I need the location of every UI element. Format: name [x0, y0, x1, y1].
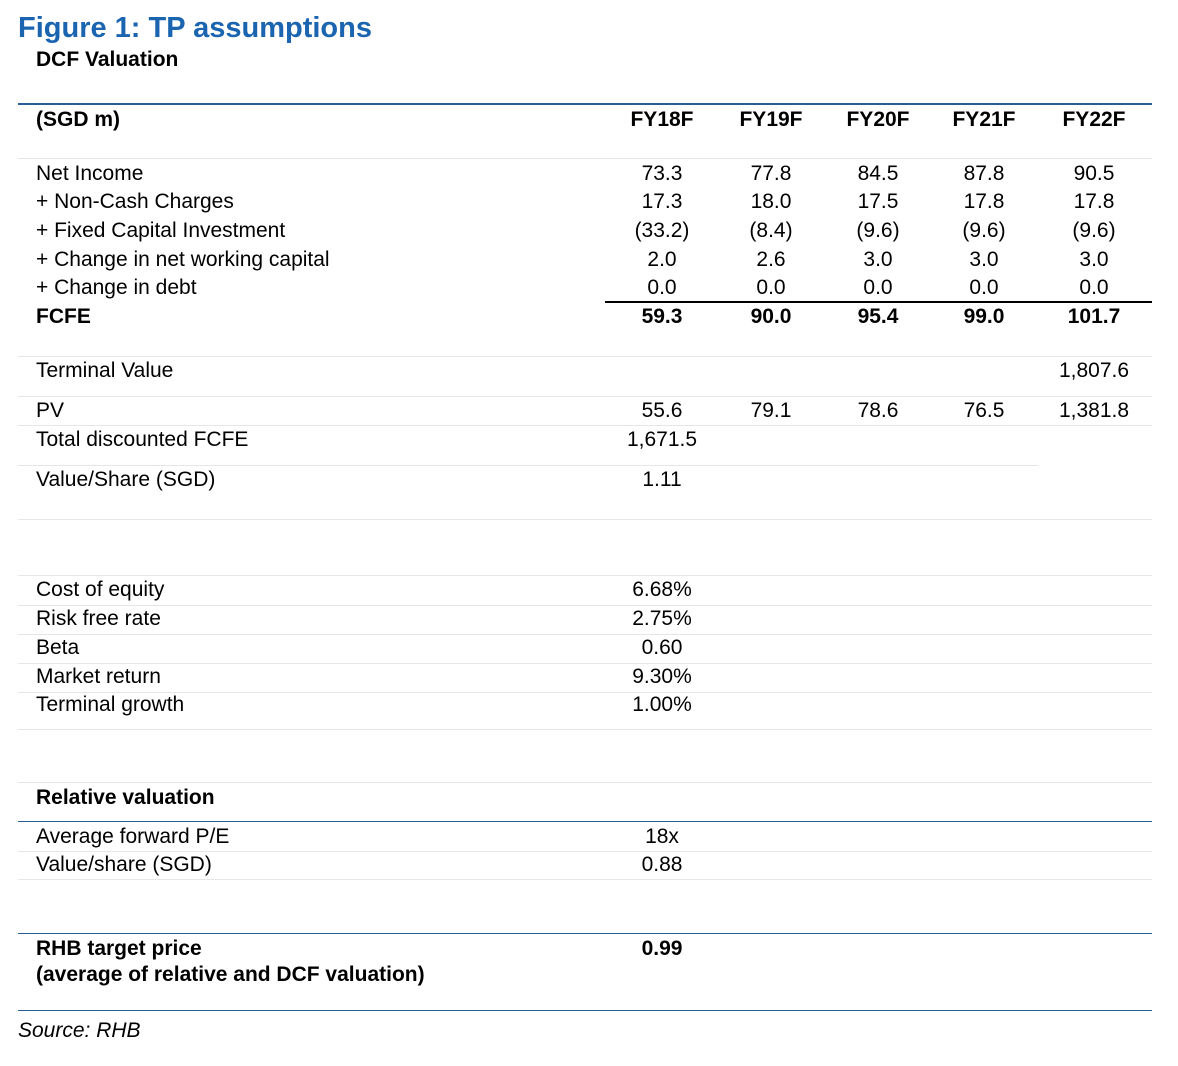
row-label: + Fixed Capital Investment — [36, 219, 286, 242]
source-note: Source: RHB — [18, 1019, 141, 1042]
relative-label: Value/share (SGD) — [36, 853, 212, 876]
cell: 17.8 — [1073, 190, 1115, 213]
assumption-value: 2.75% — [632, 607, 692, 630]
pv-label: PV — [36, 399, 65, 422]
cell: 2.0 — [647, 248, 677, 271]
cell: 90.5 — [1073, 162, 1115, 185]
header-top-rule — [18, 103, 1152, 105]
fcfe-sum-rule — [605, 301, 1152, 303]
fcfe-cell: 95.4 — [857, 305, 899, 328]
target-sublabel: (average of relative and DCF valuation) — [36, 963, 425, 986]
relative-label: Average forward P/E — [36, 825, 230, 848]
total-discounted-label: Total discounted FCFE — [36, 428, 249, 451]
divider — [18, 851, 1152, 852]
pv-cell: 1,381.8 — [1058, 399, 1130, 422]
cell: (33.2) — [634, 219, 690, 242]
row-label: + Change in debt — [36, 276, 197, 299]
cell: 17.5 — [857, 190, 899, 213]
divider — [18, 692, 1152, 693]
cell: 87.8 — [963, 162, 1005, 185]
divider — [18, 465, 1038, 466]
assumption-value: 1.00% — [632, 693, 692, 716]
column-header: FY22F — [1062, 108, 1126, 131]
divider — [18, 605, 1152, 606]
cell: (8.4) — [749, 219, 793, 242]
divider — [18, 782, 1152, 783]
header-bottom-rule — [18, 158, 1152, 159]
figure-subtitle: DCF Valuation — [36, 48, 179, 71]
divider — [18, 634, 1152, 635]
cell: 0.0 — [647, 276, 677, 299]
fcfe-label: FCFE — [36, 305, 91, 328]
divider — [18, 879, 1152, 880]
column-header: FY20F — [846, 108, 910, 131]
cell: 0.0 — [863, 276, 893, 299]
assumption-label: Beta — [36, 636, 80, 659]
figure-title: Figure 1: TP assumptions — [18, 12, 372, 44]
column-header: FY19F — [739, 108, 803, 131]
fcfe-cell: 90.0 — [750, 305, 792, 328]
total-discounted-value: 1,671.5 — [626, 428, 698, 451]
terminal-value: 1,807.6 — [1058, 359, 1130, 382]
pv-cell: 79.1 — [750, 399, 792, 422]
assumption-label: Risk free rate — [36, 607, 161, 630]
pv-cell: 78.6 — [857, 399, 899, 422]
divider — [18, 729, 1152, 730]
value-per-share: 1.11 — [642, 468, 682, 491]
pv-cell: 76.5 — [963, 399, 1005, 422]
cell: (9.6) — [856, 219, 900, 242]
pv-cell: 55.6 — [641, 399, 683, 422]
cell: 0.0 — [969, 276, 999, 299]
row-label: + Non-Cash Charges — [36, 190, 234, 213]
cell: 3.0 — [1079, 248, 1109, 271]
cell: 3.0 — [863, 248, 893, 271]
divider — [18, 663, 1152, 664]
fcfe-cell: 101.7 — [1067, 305, 1121, 328]
assumption-label: Market return — [36, 665, 161, 688]
assumption-value: 6.68% — [632, 578, 692, 601]
cell: 17.3 — [641, 190, 683, 213]
target-label: RHB target price — [36, 937, 202, 960]
divider — [18, 519, 1152, 520]
cell: 73.3 — [641, 162, 683, 185]
divider — [18, 396, 1152, 397]
assumption-value: 0.60 — [641, 636, 683, 659]
column-header: FY18F — [630, 108, 694, 131]
relative-value: 0.88 — [641, 853, 683, 876]
cell: 0.0 — [756, 276, 786, 299]
source-rule — [18, 1010, 1152, 1011]
assumption-value: 9.30% — [632, 665, 692, 688]
cell: (9.6) — [962, 219, 1006, 242]
cell: (9.6) — [1072, 219, 1116, 242]
terminal-value-label: Terminal Value — [36, 359, 174, 382]
column-header: FY21F — [952, 108, 1016, 131]
relative-value: 18x — [645, 825, 679, 848]
assumption-label: Terminal growth — [36, 693, 185, 716]
cell: 2.6 — [756, 248, 786, 271]
relative-heading: Relative valuation — [36, 786, 215, 809]
value-per-share-label: Value/Share (SGD) — [36, 468, 216, 491]
cell: 77.8 — [750, 162, 792, 185]
divider — [18, 575, 1152, 576]
cell: 3.0 — [969, 248, 999, 271]
fcfe-cell: 59.3 — [641, 305, 683, 328]
fcfe-cell: 99.0 — [963, 305, 1005, 328]
cell: 18.0 — [750, 190, 792, 213]
assumption-label: Cost of equity — [36, 578, 165, 601]
cell: 84.5 — [857, 162, 899, 185]
row-label: + Change in net working capital — [36, 248, 330, 271]
target-rule — [18, 933, 1152, 934]
row-label: Net Income — [36, 162, 144, 185]
cell: 17.8 — [963, 190, 1005, 213]
cell: 0.0 — [1079, 276, 1109, 299]
divider — [18, 356, 1152, 357]
relative-rule — [18, 821, 1152, 822]
target-value: 0.99 — [641, 937, 683, 960]
divider — [18, 425, 1152, 426]
unit-label: (SGD m) — [36, 108, 120, 131]
